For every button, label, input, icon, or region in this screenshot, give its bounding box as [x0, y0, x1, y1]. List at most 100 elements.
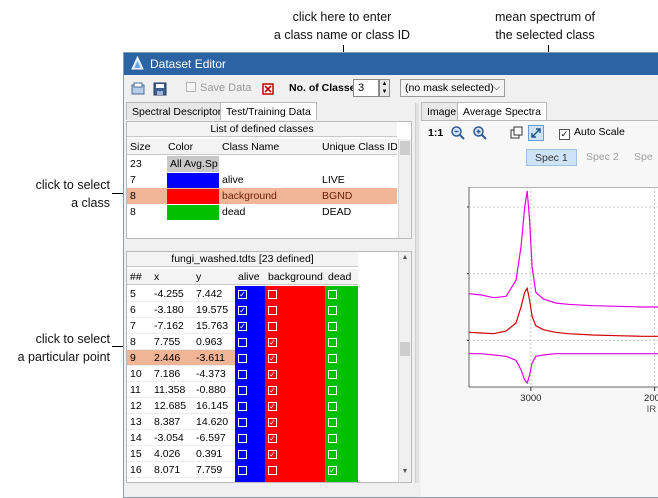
class-membership-cell-background[interactable] — [265, 318, 325, 334]
unchecked-checkbox[interactable] — [328, 418, 337, 427]
unchecked-checkbox[interactable] — [328, 386, 337, 395]
unchecked-checkbox[interactable] — [238, 354, 247, 363]
point-row[interactable]: 16 8.071 7.759 ✓ — [127, 462, 358, 478]
checked-checkbox[interactable]: ✓ — [268, 370, 277, 379]
tab-image[interactable]: Image — [421, 102, 463, 120]
point-row[interactable]: 12 12.685 16.145 ✓ — [127, 398, 358, 414]
class-row[interactable]: 23 All Avg.Sp — [127, 156, 397, 172]
class-row[interactable]: 7 alive LIVE — [127, 172, 397, 188]
scroll-down-icon[interactable]: ▼ — [401, 468, 409, 475]
class-membership-cell-background[interactable] — [265, 478, 325, 482]
checked-checkbox[interactable]: ✓ — [268, 386, 277, 395]
class-membership-cell-dead[interactable] — [325, 366, 358, 382]
class-membership-cell-dead[interactable] — [325, 446, 358, 462]
class-membership-cell-alive[interactable] — [235, 350, 265, 366]
class-membership-cell-background[interactable]: ✓ — [265, 382, 325, 398]
class-color-swatch[interactable] — [167, 173, 219, 188]
scrollbar-thumb[interactable] — [400, 141, 410, 155]
class-membership-cell-background[interactable]: ✓ — [265, 446, 325, 462]
point-row[interactable]: 14 -3.054 -6.597 ✓ — [127, 430, 358, 446]
unchecked-checkbox[interactable] — [328, 306, 337, 315]
unchecked-checkbox[interactable] — [238, 434, 247, 443]
class-color-all-avg[interactable]: All Avg.Sp — [167, 156, 219, 172]
num-classes-input[interactable]: 3 — [353, 79, 379, 97]
class-membership-cell-alive[interactable] — [235, 366, 265, 382]
class-row-selected[interactable]: 8 background BGND — [127, 188, 397, 204]
column-header-class-id[interactable]: Unique Class ID — [322, 141, 397, 153]
unchecked-checkbox[interactable] — [268, 322, 277, 331]
class-membership-cell-alive[interactable] — [235, 446, 265, 462]
unchecked-checkbox[interactable] — [328, 434, 337, 443]
unchecked-checkbox[interactable] — [328, 402, 337, 411]
class-membership-cell-dead[interactable] — [325, 318, 358, 334]
class-membership-cell-alive[interactable]: ✓ — [235, 302, 265, 318]
checked-checkbox[interactable]: ✓ — [268, 354, 277, 363]
zoom-out-icon[interactable] — [450, 125, 466, 141]
class-membership-cell-alive[interactable] — [235, 430, 265, 446]
delete-icon[interactable] — [260, 81, 276, 97]
class-membership-cell-background[interactable] — [265, 286, 325, 302]
save-as-icon[interactable] — [152, 81, 168, 97]
checked-checkbox[interactable]: ✓ — [238, 290, 247, 299]
unchecked-checkbox[interactable] — [268, 290, 277, 299]
class-list-scrollbar[interactable] — [398, 139, 411, 238]
zoom-in-icon[interactable] — [472, 125, 488, 141]
column-header-alive[interactable]: alive — [238, 271, 260, 283]
point-row[interactable]: 6 -3.180 19.575 ✓ — [127, 302, 358, 318]
mask-select[interactable]: (no mask selected) ⌵ — [400, 79, 505, 97]
class-id[interactable]: LIVE — [322, 174, 345, 186]
zoom-ratio-label[interactable]: 1:1 — [428, 127, 444, 139]
tab-spec-1[interactable]: Spec 1 — [526, 149, 577, 166]
tab-average-spectra[interactable]: Average Spectra — [457, 102, 548, 120]
column-header-y[interactable]: y — [196, 271, 202, 283]
unchecked-checkbox[interactable] — [328, 338, 337, 347]
tab-spec-3[interactable]: Spe — [634, 151, 653, 163]
checked-checkbox[interactable]: ✓ — [268, 450, 277, 459]
unchecked-checkbox[interactable] — [328, 322, 337, 331]
class-name[interactable]: dead — [222, 206, 246, 218]
checked-checkbox[interactable]: ✓ — [268, 402, 277, 411]
tab-spectral-descriptors[interactable]: Spectral Descriptors — [126, 102, 233, 120]
point-row-selected[interactable]: 9 2.446 -3.611 ✓ — [127, 350, 358, 366]
panel-splitter[interactable] — [415, 103, 419, 483]
column-header-color[interactable]: Color — [168, 141, 194, 153]
class-membership-cell-background[interactable]: ✓ — [265, 334, 325, 350]
class-membership-cell-alive[interactable] — [235, 478, 265, 483]
class-membership-cell-background[interactable] — [265, 462, 325, 478]
point-row[interactable]: 5 -4.255 7.442 ✓ — [127, 286, 358, 302]
unchecked-checkbox[interactable] — [238, 466, 247, 475]
unchecked-checkbox[interactable] — [238, 402, 247, 411]
tab-spec-2[interactable]: Spec 2 — [586, 151, 619, 163]
num-classes-stepper[interactable]: ▲ ▼ — [379, 79, 390, 97]
class-id[interactable]: DEAD — [322, 206, 352, 218]
unchecked-checkbox[interactable] — [238, 482, 247, 483]
unchecked-checkbox[interactable] — [268, 306, 277, 315]
column-header-size[interactable]: Size — [130, 141, 151, 153]
point-row[interactable]: 8 7.755 0.963 ✓ — [127, 334, 358, 350]
open-dataset-icon[interactable] — [130, 81, 146, 97]
unchecked-checkbox[interactable] — [238, 370, 247, 379]
save-data-button[interactable]: Save Data — [186, 82, 251, 94]
checked-checkbox[interactable]: ✓ — [268, 338, 277, 347]
unchecked-checkbox[interactable] — [238, 386, 247, 395]
class-membership-cell-dead[interactable] — [325, 350, 358, 366]
class-membership-cell-alive[interactable] — [235, 382, 265, 398]
class-membership-cell-background[interactable]: ✓ — [265, 366, 325, 382]
checked-checkbox[interactable]: ✓ — [328, 482, 337, 483]
class-membership-cell-background[interactable]: ✓ — [265, 398, 325, 414]
class-membership-cell-dead[interactable] — [325, 334, 358, 350]
class-membership-cell-alive[interactable] — [235, 414, 265, 430]
class-membership-cell-dead[interactable] — [325, 430, 358, 446]
unchecked-checkbox[interactable] — [268, 466, 277, 475]
class-membership-cell-alive[interactable] — [235, 334, 265, 350]
scrollbar-thumb[interactable] — [400, 342, 410, 356]
class-membership-cell-dead[interactable] — [325, 398, 358, 414]
class-membership-cell-alive[interactable]: ✓ — [235, 286, 265, 302]
point-table-scrollbar[interactable]: ▲ ▼ — [398, 252, 411, 482]
class-name[interactable] — [219, 156, 319, 172]
column-header-index[interactable]: ## — [130, 271, 142, 283]
class-membership-cell-alive[interactable] — [235, 398, 265, 414]
unchecked-checkbox[interactable] — [328, 450, 337, 459]
point-row[interactable]: 10 7.186 -4.373 ✓ — [127, 366, 358, 382]
column-header-dead[interactable]: dead — [328, 271, 352, 283]
